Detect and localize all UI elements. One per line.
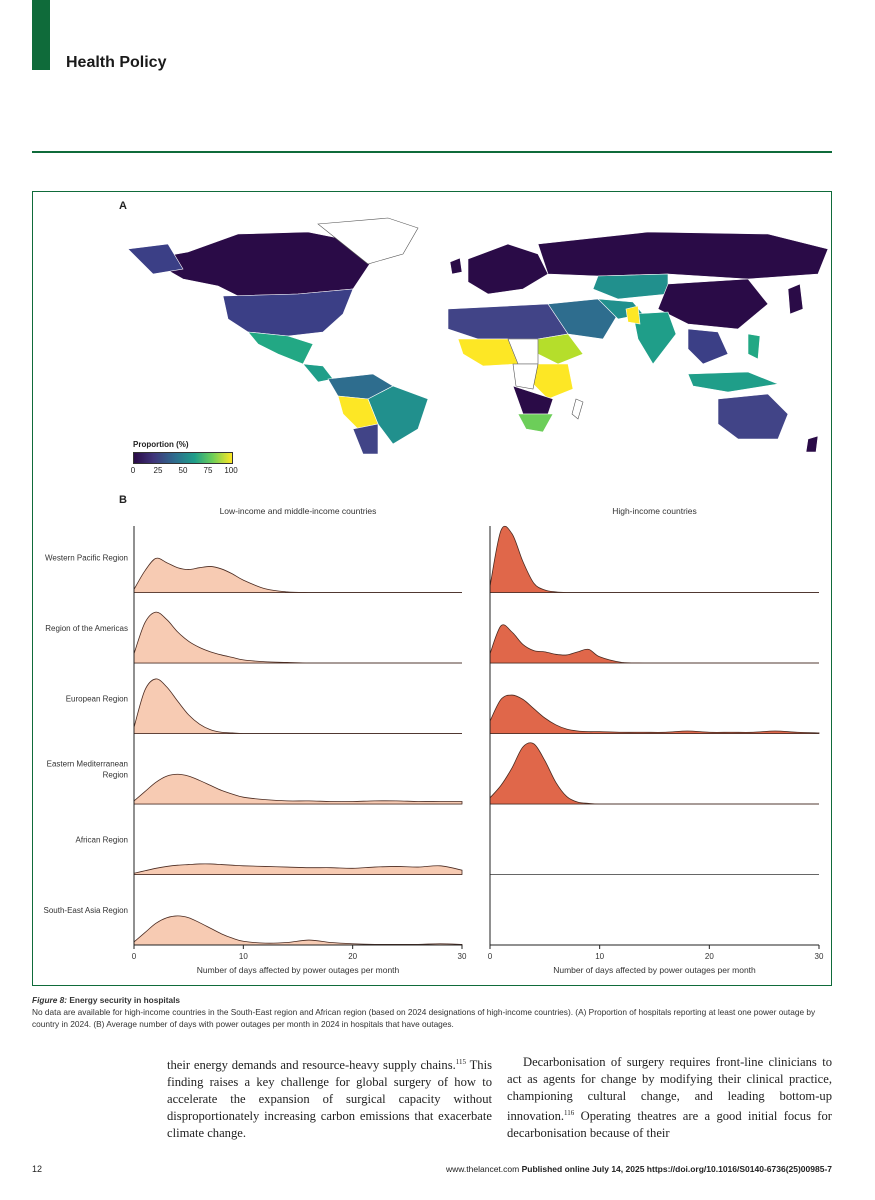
section-title: Health Policy [66,54,167,71]
region-label: Eastern Mediterranean [47,760,128,769]
map-country-europe [467,243,549,295]
footer-published: Published online July 14, 2025 [521,1164,645,1174]
page-number: 12 [32,1164,43,1174]
density-curve [489,694,820,734]
panel-b-label: B [119,494,127,506]
footer-citation: www.thelancet.com Published online July … [446,1164,832,1174]
region-label: South-East Asia Region [44,906,129,915]
panel-title: High-income countries [612,506,697,516]
map-country-usa [222,288,354,337]
density-curve [133,557,462,593]
region-label: African Region [76,836,128,845]
world-choropleth-map [128,217,828,454]
legend-colorbar [133,452,233,464]
region-label: Region of the Americas [45,624,128,633]
caption-title: Figure 8: Energy security in hospitals [32,995,181,1005]
x-tick-label: 20 [348,952,357,961]
x-tick-label: 30 [458,952,467,961]
figure-box: A [32,191,832,986]
density-curve [489,525,819,593]
region-label: European Region [66,695,128,704]
legend-tick: 100 [224,466,238,475]
density-curve [133,611,462,664]
density-curve [489,742,819,805]
map-country-philippines [747,333,761,360]
section-tab [32,0,50,70]
map-country-southeast-asia [687,328,729,365]
region-label: Region [103,771,128,780]
map-country-greenland [317,217,419,265]
panel-a-label: A [119,200,127,212]
footer-doi[interactable]: https://doi.org/10.1016/S0140-6736(25)00… [646,1164,832,1174]
ridgeline-chart: Low-income and middle-income countries Hi… [44,506,824,975]
density-curve [133,915,463,946]
footer-site[interactable]: www.thelancet.com [445,1164,520,1174]
legend-tick: 0 [130,466,136,475]
header-rule [32,151,832,153]
x-tick-label: 20 [705,952,714,961]
legend-ticks: 0 25 50 75 100 [130,466,238,476]
density-curve [133,678,462,734]
caption-text: No data are available for high-income co… [32,1007,816,1029]
legend-tick: 50 [178,466,188,475]
panel-title: Low-income and middle-income countries [220,506,377,516]
legend-tick: 75 [203,466,213,475]
map-country-china [657,278,769,330]
density-curve [133,773,463,805]
body-column-right: Decarbonisation of surgery requires fron… [507,1055,832,1141]
map-country-madagascar [571,398,584,420]
map-country-japan [787,283,804,315]
map-country-uk [449,257,463,275]
map-country-canada [147,231,374,297]
x-tick-label: 10 [595,952,604,961]
x-axis-label: Number of days affected by power outages… [553,965,756,975]
map-country-australia [717,393,789,440]
map-country-new-zealand [805,435,819,453]
map-country-south-africa [517,413,554,433]
map-country-mexico [247,331,314,365]
map-country-sudan-ethiopia [537,333,584,365]
map-country-east-africa [532,363,574,400]
map-country-alaska [128,243,184,275]
density-curve [133,863,463,875]
region-label: Western Pacific Region [45,554,128,563]
map-country-argentina-chile [352,423,379,454]
legend-tick: 25 [153,466,163,475]
map-country-drc [512,363,539,390]
map-legend: Proportion (%) 0 25 50 75 100 [130,440,238,476]
map-country-west-africa [457,338,519,367]
x-tick-label: 10 [239,952,248,961]
figure-caption: Figure 8: Energy security in hospitals N… [32,994,832,1030]
map-country-indonesia [687,371,780,393]
x-tick-label: 30 [815,952,824,961]
density-curve [489,624,819,664]
x-tick-label: 0 [488,952,493,961]
x-tick-label: 0 [132,952,137,961]
map-country-north-africa [447,303,569,340]
map-country-russia [537,231,828,280]
legend-title: Proportion (%) [133,440,189,449]
map-country-pakistan-bangladesh [625,305,641,325]
body-column-left: their energy demands and resource-heavy … [167,1058,493,1141]
map-country-india [632,311,677,365]
map-country-kazakhstan [592,273,669,300]
x-axis-label: Number of days affected by power outages… [197,965,400,975]
